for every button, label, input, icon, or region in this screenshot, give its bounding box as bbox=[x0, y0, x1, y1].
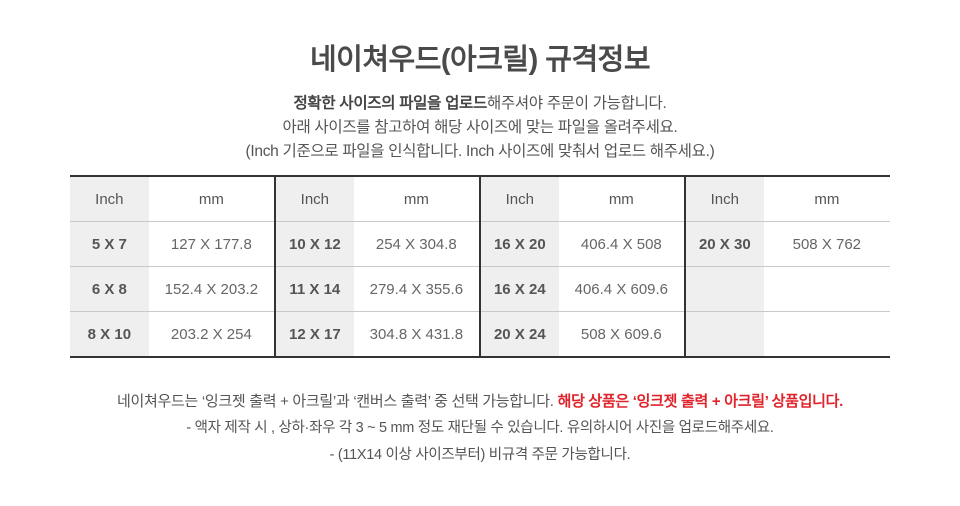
table-row: 6 X 8 152.4 X 203.2 11 X 14 279.4 X 355.… bbox=[70, 266, 890, 312]
size-cell-mm: 127 X 177.8 bbox=[148, 221, 275, 267]
size-cell-mm: 304.8 X 431.8 bbox=[353, 311, 480, 358]
table-row: 5 X 7 127 X 177.8 10 X 12 254 X 304.8 16… bbox=[70, 221, 890, 267]
size-cell-inch: 10 X 12 bbox=[273, 221, 354, 267]
header-cell-inch: Inch bbox=[478, 176, 559, 222]
size-table: Inch mm Inch mm Inch mm Inch mm 5 X 7 12… bbox=[70, 175, 890, 358]
size-cell-inch: 16 X 20 bbox=[478, 221, 559, 267]
header-cell-inch: Inch bbox=[683, 176, 764, 222]
notes-block: 네이쳐우드는 ‘잉크젯 출력 + 아크릴’과 ‘캔버스 출력’ 중 선택 가능합… bbox=[0, 388, 960, 469]
size-cell-mm: 508 X 762 bbox=[763, 221, 890, 267]
note-line-2: - 액자 제작 시 , 상하·좌우 각 3 ~ 5 mm 정도 재단될 수 있습… bbox=[186, 420, 774, 436]
size-cell-inch-empty bbox=[683, 311, 764, 358]
intro-text-block: 정확한 사이즈의 파일을 업로드해주셔야 주문이 가능합니다. 아래 사이즈를 … bbox=[0, 92, 960, 164]
intro-line-1-bold: 정확한 사이즈의 파일을 업로드 bbox=[293, 95, 487, 112]
note-line-1-red: 해당 상품은 ‘잉크젯 출력 + 아크릴’ 상품입니다. bbox=[557, 393, 844, 410]
header-cell-mm: mm bbox=[353, 176, 480, 222]
table-header-row: Inch mm Inch mm Inch mm Inch mm bbox=[70, 176, 890, 222]
size-cell-mm: 203.2 X 254 bbox=[148, 311, 275, 358]
note-line-1-normal: 네이쳐우드는 ‘잉크젯 출력 + 아크릴’과 ‘캔버스 출력’ 중 선택 가능합… bbox=[116, 393, 558, 410]
note-line-1: 네이쳐우드는 ‘잉크젯 출력 + 아크릴’과 ‘캔버스 출력’ 중 선택 가능합… bbox=[0, 388, 960, 415]
intro-line-1-rest: 해주셔야 주문이 가능합니다. bbox=[486, 95, 667, 112]
header-cell-mm: mm bbox=[763, 176, 890, 222]
header-cell-mm: mm bbox=[558, 176, 685, 222]
header-cell-inch: Inch bbox=[70, 176, 149, 222]
size-cell-inch: 11 X 14 bbox=[273, 266, 354, 312]
size-cell-mm: 152.4 X 203.2 bbox=[148, 266, 275, 312]
table-row: 8 X 10 203.2 X 254 12 X 17 304.8 X 431.8… bbox=[70, 311, 890, 358]
size-cell-mm: 508 X 609.6 bbox=[558, 311, 685, 358]
page-title: 네이쳐우드(아크릴) 규격정보 bbox=[309, 44, 651, 76]
header-cell-inch: Inch bbox=[273, 176, 354, 222]
size-cell-mm: 406.4 X 609.6 bbox=[558, 266, 685, 312]
size-cell-inch: 12 X 17 bbox=[273, 311, 354, 358]
intro-line-2: 아래 사이즈를 참고하여 해당 사이즈에 맞는 파일을 올려주세요. bbox=[282, 119, 678, 136]
intro-line-1: 정확한 사이즈의 파일을 업로드해주셔야 주문이 가능합니다. bbox=[0, 92, 960, 116]
size-cell-mm-empty bbox=[763, 311, 890, 358]
intro-line-3: (Inch 기준으로 파일을 인식합니다. Inch 사이즈에 맞춰서 업로드 … bbox=[245, 143, 715, 160]
size-cell-inch: 8 X 10 bbox=[70, 311, 149, 358]
size-cell-inch: 16 X 24 bbox=[478, 266, 559, 312]
size-cell-mm-empty bbox=[763, 266, 890, 312]
size-cell-inch: 6 X 8 bbox=[70, 266, 149, 312]
size-cell-inch: 20 X 30 bbox=[683, 221, 764, 267]
size-cell-inch-empty bbox=[683, 266, 764, 312]
size-cell-inch: 20 X 24 bbox=[478, 311, 559, 358]
size-cell-mm: 279.4 X 355.6 bbox=[353, 266, 480, 312]
size-cell-mm: 254 X 304.8 bbox=[353, 221, 480, 267]
header-cell-mm: mm bbox=[148, 176, 275, 222]
size-cell-mm: 406.4 X 508 bbox=[558, 221, 685, 267]
size-cell-inch: 5 X 7 bbox=[70, 221, 149, 267]
note-line-3: - (11X14 이상 사이즈부터) 비규격 주문 가능합니다. bbox=[329, 447, 631, 463]
